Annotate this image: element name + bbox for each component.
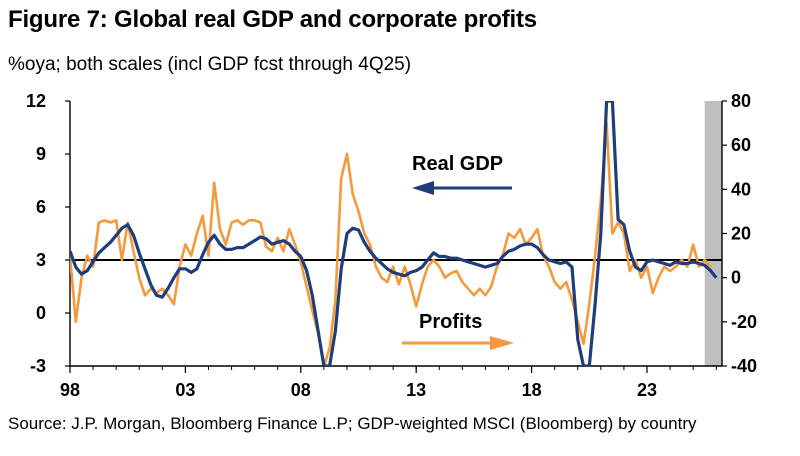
forecast-shade [704,101,722,366]
annotation-profits: Profits [419,311,482,333]
right-tick-label: 80 [731,91,751,111]
series-line-real-gdp [70,101,718,366]
chart-subtitle: %oya; both scales (incl GDP fcst through… [8,54,412,75]
left-tick-label: 3 [36,250,46,270]
left-tick-label: 0 [36,303,46,323]
x-tick-label: 13 [406,380,426,400]
left-tick-label: -3 [30,356,46,376]
x-tick-label: 08 [291,380,311,400]
chart-title: Figure 7: Global real GDP and corporate … [8,6,537,33]
left-tick-label: 6 [36,197,46,217]
annotation-real-gdp: Real GDP [412,153,503,175]
right-tick-label: -40 [731,356,757,376]
arrow-right-icon [490,336,514,350]
right-tick-label: -20 [731,312,757,332]
arrow-left-icon [412,181,434,195]
right-tick-label: 0 [731,268,741,288]
right-tick-label: 60 [731,135,751,155]
right-tick-label: 40 [731,179,751,199]
x-tick-label: 98 [60,380,80,400]
chart-source: Source: J.P. Morgan, Bloomberg Finance L… [8,414,697,433]
right-tick-label: 20 [731,224,751,244]
left-tick-label: 12 [26,91,46,111]
x-tick-label: 18 [522,380,542,400]
annotations: Real GDP Profits [402,153,514,350]
series-lines [70,101,718,366]
x-tick-label: 03 [175,380,195,400]
left-tick-label: 9 [36,144,46,164]
x-tick-label: 23 [637,380,657,400]
